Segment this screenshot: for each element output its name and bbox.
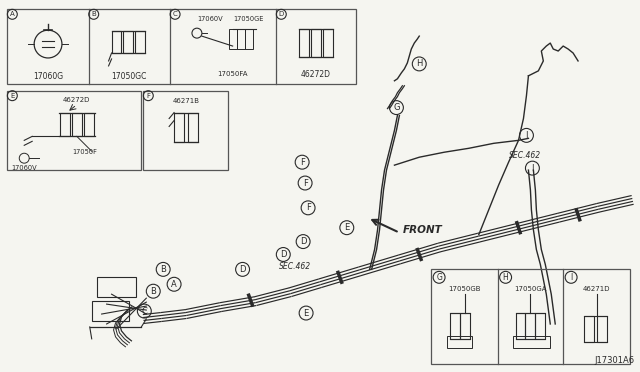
- Text: 17060V: 17060V: [12, 165, 37, 171]
- Bar: [536, 313, 545, 339]
- Bar: [513, 336, 550, 348]
- Text: 46271B: 46271B: [173, 97, 200, 104]
- Text: G: G: [393, 103, 399, 112]
- Bar: [450, 313, 460, 339]
- Text: SEC.462: SEC.462: [509, 151, 541, 160]
- Bar: [7, 9, 356, 84]
- Text: H: H: [503, 273, 508, 282]
- Text: C: C: [173, 11, 177, 17]
- Bar: [597, 316, 607, 342]
- Text: E: E: [344, 223, 349, 232]
- Bar: [323, 29, 333, 57]
- Text: 17050GC: 17050GC: [111, 72, 146, 81]
- Bar: [60, 113, 70, 137]
- Bar: [460, 313, 470, 339]
- Bar: [97, 277, 136, 297]
- Text: D: D: [278, 11, 284, 17]
- Bar: [143, 91, 228, 170]
- Text: 17050GE: 17050GE: [234, 16, 264, 22]
- Text: E: E: [303, 308, 308, 318]
- Bar: [111, 31, 122, 53]
- Text: 17050GB: 17050GB: [449, 286, 481, 292]
- Bar: [299, 29, 309, 57]
- Bar: [84, 113, 93, 137]
- Text: I: I: [525, 131, 528, 140]
- Text: I: I: [531, 164, 534, 173]
- Text: H: H: [416, 60, 422, 68]
- Text: 46272D: 46272D: [63, 97, 90, 103]
- Text: 46272D: 46272D: [301, 70, 331, 79]
- Bar: [124, 31, 133, 53]
- Text: FRONT: FRONT: [403, 225, 442, 235]
- Bar: [72, 113, 82, 137]
- Text: C: C: [141, 307, 147, 315]
- Bar: [7, 91, 141, 170]
- Bar: [92, 301, 129, 321]
- Text: 17060V: 17060V: [197, 16, 223, 22]
- Bar: [447, 336, 472, 348]
- Bar: [136, 31, 145, 53]
- Text: B: B: [150, 287, 156, 296]
- Text: 17050FA: 17050FA: [218, 71, 248, 77]
- Bar: [188, 113, 198, 142]
- Bar: [311, 29, 321, 57]
- Text: F: F: [303, 179, 308, 187]
- Text: 46271D: 46271D: [583, 286, 611, 292]
- Text: 17050F: 17050F: [72, 149, 97, 155]
- Bar: [584, 316, 594, 342]
- Text: 17060G: 17060G: [33, 72, 63, 81]
- Text: B: B: [92, 11, 96, 17]
- Bar: [244, 29, 253, 49]
- Bar: [516, 313, 525, 339]
- Text: J17301A6: J17301A6: [595, 356, 635, 365]
- Text: I: I: [570, 273, 572, 282]
- Bar: [174, 113, 184, 142]
- Text: A: A: [10, 11, 15, 17]
- Text: F: F: [300, 158, 305, 167]
- Text: D: D: [300, 237, 307, 246]
- Bar: [431, 269, 630, 364]
- Text: F: F: [147, 93, 150, 99]
- Bar: [525, 313, 536, 339]
- Text: D: D: [280, 250, 287, 259]
- Text: E: E: [10, 93, 15, 99]
- Text: D: D: [239, 265, 246, 274]
- Text: A: A: [172, 280, 177, 289]
- Bar: [237, 29, 244, 49]
- Text: 17050GA: 17050GA: [514, 286, 547, 292]
- Text: B: B: [160, 265, 166, 274]
- Text: SEC.462: SEC.462: [279, 262, 311, 271]
- Text: F: F: [306, 203, 310, 212]
- Text: G: G: [436, 273, 442, 282]
- Bar: [228, 29, 237, 49]
